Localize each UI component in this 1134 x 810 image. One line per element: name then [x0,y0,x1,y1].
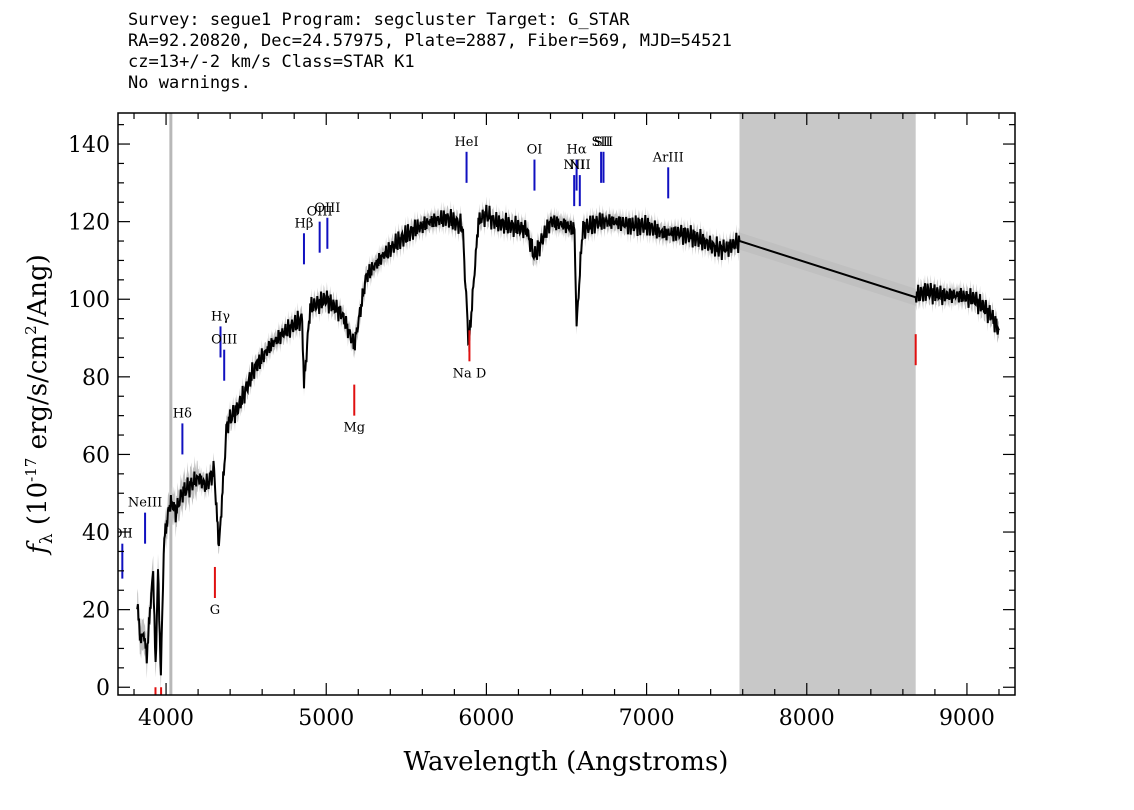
absorption-line-label: Mg [343,421,365,436]
emission-line-label: OII [112,527,133,542]
redshift-class-line: cz=13+/-2 km/s Class=STAR K1 [128,52,415,72]
emission-line-label: Hα [567,143,587,158]
y-tick-label: 40 [82,521,110,546]
masked-region [739,113,916,695]
y-tick-label: 140 [68,133,110,158]
emission-line-label: Hδ [173,406,192,421]
y-tick-label: 120 [68,211,110,236]
emission-line-label: ArIII [652,150,684,165]
emission-line-label: Hγ [211,309,230,324]
emission-line-label: NII [563,158,585,173]
y-tick-label: 20 [82,599,110,624]
x-tick-label: 9000 [939,706,995,731]
emission-line-label: Hβ [295,216,314,231]
x-tick-label: 5000 [298,706,354,731]
plot-frame: 4000 5000 6000 7000 8000 9000 0 20 40 60 80 100 120 1… [68,112,1016,731]
axis-labels: Wavelength (Angstroms) fλ (10-17 erg/s/c… [22,254,728,777]
y-tick-label: 60 [82,443,110,468]
emission-line-label: SII [592,135,611,150]
emission-line-label: OIII [211,333,237,348]
y-axis-title: fλ (10-17 erg/s/cm2/Ang) [22,254,57,556]
x-tick-label: 7000 [619,706,675,731]
absorption-line-label: G [210,603,220,618]
y-tick-label: 80 [82,366,110,391]
x-tick-label: 8000 [779,706,835,731]
emission-line-label: HeI [454,135,478,150]
x-tick-label: 4000 [138,706,194,731]
emission-line-label: SII [594,135,613,150]
x-tick-label: 6000 [458,706,514,731]
y-tick-label: 0 [96,676,110,701]
y-tick-label: 100 [68,288,110,313]
survey-line: Survey: segue1 Program: segcluster Targe… [128,10,630,30]
plot-border [117,112,1016,696]
emission-line-label: NII [569,158,591,173]
emission-line-label: NeIII [128,496,162,511]
emission-line-label: OIII [307,205,333,220]
emission-line-label: OI [527,143,543,158]
plot-area: OIINeIIIHδHγOIIIHβOIIIOIIIHeIOINIIHαNIIS… [112,113,1000,695]
absorption-line-label: Na D [453,366,487,381]
emission-line-label: OIII [314,201,340,216]
warnings-line: No warnings. [128,73,251,93]
x-axis-title: Wavelength (Angstroms) [404,747,729,777]
flux-line [136,204,1000,676]
coordinates-line: RA=92.20820, Dec=24.57975, Plate=2887, F… [128,31,732,51]
spectrum-header: Survey: segue1 Program: segcluster Targe… [128,10,732,94]
